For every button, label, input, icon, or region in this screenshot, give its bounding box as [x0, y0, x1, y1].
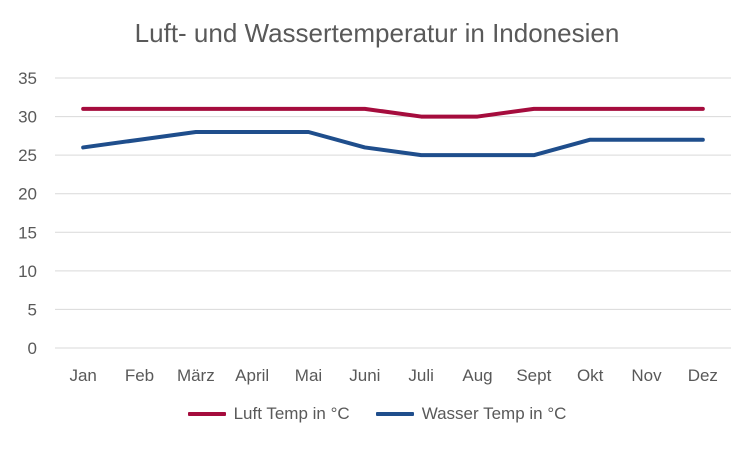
- y-tick-label-35: 35: [18, 69, 37, 88]
- legend-label-wasser: Wasser Temp in °C: [421, 404, 567, 423]
- x-tick-label-10: Nov: [631, 366, 662, 385]
- chart-title: Luft- und Wassertemperatur in Indonesien: [134, 18, 620, 48]
- legend-label-luft: Luft Temp in °C: [233, 404, 350, 423]
- x-tick-label-4: Mai: [295, 366, 322, 385]
- y-tick-label-5: 5: [28, 300, 37, 319]
- y-tick-label-0: 0: [28, 339, 37, 358]
- x-tick-label-3: April: [235, 366, 269, 385]
- x-tick-label-11: Dez: [688, 366, 718, 385]
- y-tick-label-30: 30: [18, 108, 37, 127]
- y-tick-label-15: 15: [18, 223, 37, 242]
- x-tick-label-8: Sept: [516, 366, 551, 385]
- x-tick-label-2: März: [177, 366, 215, 385]
- y-tick-label-20: 20: [18, 185, 37, 204]
- y-tick-label-10: 10: [18, 262, 37, 281]
- legend-item-luft: Luft Temp in °C: [187, 404, 350, 424]
- x-tick-label-7: Aug: [462, 366, 492, 385]
- legend-swatch-wasser: [375, 412, 414, 416]
- legend-swatch-luft: [187, 412, 226, 416]
- x-tick-label-9: Okt: [577, 366, 604, 385]
- x-tick-label-1: Feb: [125, 366, 154, 385]
- legend: Luft Temp in °C Wasser Temp in °C: [0, 404, 754, 424]
- x-tick-label-0: Jan: [69, 366, 96, 385]
- x-tick-label-6: Juli: [408, 366, 434, 385]
- series-line-1: [81, 130, 705, 158]
- x-tick-label-5: Juni: [349, 366, 380, 385]
- y-tick-label-25: 25: [18, 146, 37, 165]
- legend-item-wasser: Wasser Temp in °C: [375, 404, 567, 424]
- series-line-0: [81, 106, 705, 119]
